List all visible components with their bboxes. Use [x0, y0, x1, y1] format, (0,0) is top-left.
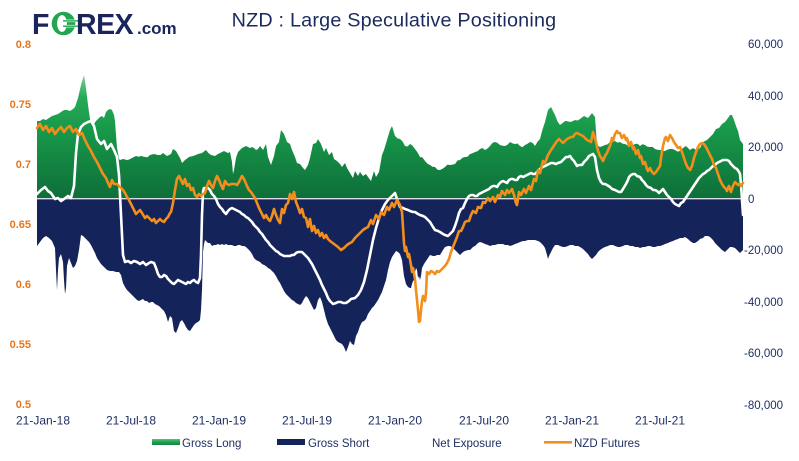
svg-text:21-Jul-18: 21-Jul-18: [106, 414, 156, 428]
svg-text:21-Jul-20: 21-Jul-20: [459, 414, 509, 428]
svg-text:40,000: 40,000: [748, 91, 783, 103]
svg-text:0.6: 0.6: [16, 279, 31, 291]
svg-text:0.5: 0.5: [16, 399, 31, 411]
svg-text:0.55: 0.55: [10, 339, 31, 351]
svg-text:-60,000: -60,000: [744, 348, 783, 360]
svg-text:0.7: 0.7: [16, 159, 31, 171]
svg-text:F: F: [32, 9, 49, 41]
svg-text:-40,000: -40,000: [744, 297, 783, 309]
svg-text:0.8: 0.8: [16, 39, 31, 51]
svg-text:Gross Long: Gross Long: [182, 438, 241, 450]
svg-text:21-Jul-21: 21-Jul-21: [635, 414, 685, 428]
svg-text:Net Exposure: Net Exposure: [432, 438, 502, 450]
svg-text:NZD : Large Speculative Positi: NZD : Large Speculative Positioning: [232, 9, 557, 31]
svg-text:NZD Futures: NZD Futures: [574, 438, 640, 450]
svg-text:60,000: 60,000: [748, 39, 783, 51]
svg-text:0: 0: [748, 194, 754, 206]
svg-text:-80,000: -80,000: [744, 400, 783, 412]
svg-text:21-Jul-19: 21-Jul-19: [282, 414, 332, 428]
svg-text:21-Jan-20: 21-Jan-20: [368, 414, 422, 428]
svg-text:Gross Short: Gross Short: [308, 438, 370, 450]
svg-text:0.75: 0.75: [10, 99, 31, 111]
svg-text:21-Jan-19: 21-Jan-19: [192, 414, 246, 428]
svg-text:21-Jan-21: 21-Jan-21: [545, 414, 599, 428]
svg-text:.com: .com: [137, 19, 177, 38]
svg-text:21-Jan-18: 21-Jan-18: [16, 414, 70, 428]
svg-text:0.65: 0.65: [10, 219, 31, 231]
svg-text:-20,000: -20,000: [744, 245, 783, 257]
svg-text:REX: REX: [76, 9, 134, 41]
svg-text:20,000: 20,000: [748, 142, 783, 154]
